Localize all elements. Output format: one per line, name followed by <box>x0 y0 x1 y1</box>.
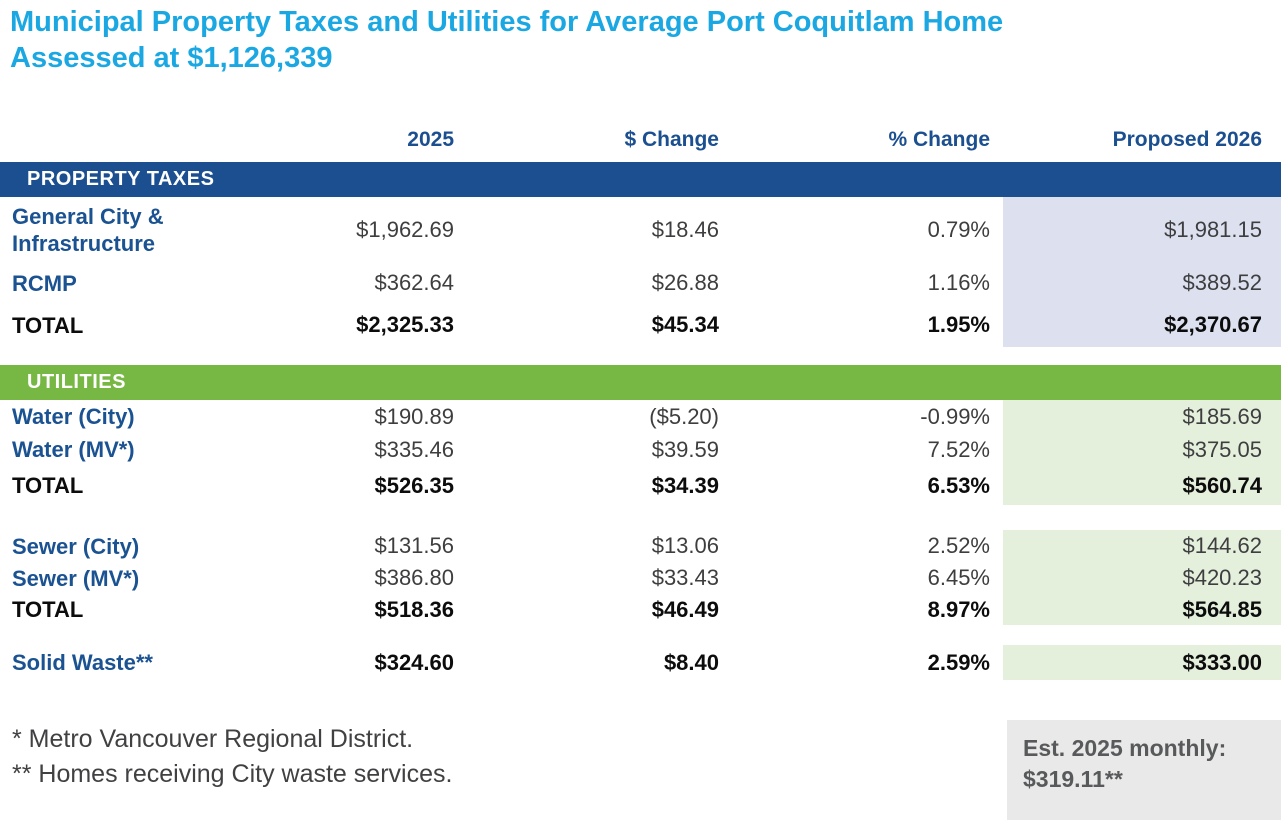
row-label: General City & Infrastructure <box>12 204 164 256</box>
footnote-metro-vancouver: * Metro Vancouver Regional District. <box>12 725 414 753</box>
column-header-percent-change: % Change <box>888 128 990 151</box>
group-gap <box>0 505 1281 530</box>
table-row-water-total: TOTAL $526.35 $34.39 6.53% $560.74 <box>0 466 1281 505</box>
table-row-property-total: TOTAL $2,325.33 $45.34 1.95% $2,370.67 <box>0 303 1281 347</box>
value-proposed-2026: $185.69 <box>1003 400 1281 433</box>
table-row-sewer-total: TOTAL $518.36 $46.49 8.97% $564.85 <box>0 594 1281 625</box>
value-2025: $526.35 <box>374 472 454 498</box>
value-percent-change: 2.52% <box>927 533 990 558</box>
table-row-rcmp: RCMP $362.64 $26.88 1.16% $389.52 <box>0 263 1281 303</box>
value-percent-change: 1.95% <box>927 312 990 337</box>
column-header-dollar-change: $ Change <box>624 128 719 151</box>
value-dollar-change: $39.59 <box>651 436 719 462</box>
footnotes: * Metro Vancouver Regional District. ** … <box>12 722 452 792</box>
table-row-water-mv: Water (MV*) $335.46 $39.59 7.52% $375.05 <box>0 433 1281 466</box>
value-dollar-change: $45.34 <box>651 312 719 337</box>
section-header-property-taxes: PROPERTY TAXES <box>0 162 1281 197</box>
value-proposed-2026: $333.00 <box>1003 645 1281 680</box>
value-proposed-2026: $564.85 <box>1003 594 1281 625</box>
value-percent-change: 6.53% <box>927 472 990 498</box>
column-header-2025: 2025 <box>407 128 454 151</box>
row-label: Sewer (MV*) <box>12 565 140 591</box>
row-label: Water (MV*) <box>12 437 135 462</box>
value-percent-change: 6.45% <box>927 565 990 590</box>
value-percent-change: 2.59% <box>927 649 990 675</box>
table-row-sewer-city: Sewer (City) $131.56 $13.06 2.52% $144.6… <box>0 530 1281 562</box>
value-dollar-change: $13.06 <box>651 533 719 558</box>
value-dollar-change: ($5.20) <box>649 403 719 429</box>
value-2025: $131.56 <box>374 533 454 558</box>
row-label: RCMP <box>12 270 77 296</box>
value-2025: $386.80 <box>374 565 454 590</box>
section-header-label: PROPERTY TAXES <box>27 168 215 190</box>
value-proposed-2026: $2,370.67 <box>1003 303 1281 347</box>
value-2025: $362.64 <box>374 270 454 295</box>
table-row-solid-waste: Solid Waste** $324.60 $8.40 2.59% $333.0… <box>0 645 1281 680</box>
value-percent-change: 8.97% <box>927 596 990 622</box>
value-2025: $1,962.69 <box>356 217 454 242</box>
value-percent-change: 1.16% <box>927 270 990 295</box>
column-header-row: 2025 $ Change % Change Proposed 2026 <box>0 118 1281 162</box>
value-proposed-2026: $1,981.15 <box>1003 197 1281 263</box>
value-percent-change: 0.79% <box>927 217 990 242</box>
row-label: TOTAL <box>12 597 84 622</box>
value-dollar-change: $33.43 <box>651 565 719 590</box>
value-2025: $2,325.33 <box>356 312 454 337</box>
row-label: Solid Waste** <box>12 650 153 675</box>
value-2025: $518.36 <box>374 596 454 622</box>
value-dollar-change: $26.88 <box>651 270 719 295</box>
section-header-utilities: UTILITIES <box>0 365 1281 400</box>
value-proposed-2026: $420.23 <box>1003 562 1281 594</box>
row-label: Sewer (City) <box>12 533 140 559</box>
value-dollar-change: $18.46 <box>651 217 719 242</box>
value-percent-change: -0.99% <box>920 403 990 429</box>
value-2025: $324.60 <box>374 649 454 675</box>
value-proposed-2026: $389.52 <box>1003 263 1281 303</box>
footnote-waste-services: ** Homes receiving City waste services. <box>12 760 453 788</box>
data-table: 2025 $ Change % Change Proposed 2026 PRO… <box>0 118 1281 680</box>
table-row-general-city: General City & Infrastructure $1,962.69 … <box>0 197 1281 263</box>
value-proposed-2026: $560.74 <box>1003 466 1281 505</box>
value-dollar-change: $8.40 <box>663 649 719 675</box>
value-dollar-change: $34.39 <box>651 472 719 498</box>
value-proposed-2026: $375.05 <box>1003 433 1281 466</box>
row-label: TOTAL <box>12 473 84 498</box>
column-header-proposed-2026: Proposed 2026 <box>1112 128 1262 151</box>
row-label: TOTAL <box>12 312 84 338</box>
value-percent-change: 7.52% <box>927 436 990 462</box>
row-label: Water (City) <box>12 404 135 429</box>
value-2025: $335.46 <box>374 436 454 462</box>
value-2025: $190.89 <box>374 403 454 429</box>
table-row-sewer-mv: Sewer (MV*) $386.80 $33.43 6.45% $420.23 <box>0 562 1281 594</box>
monthly-estimate-box: Est. 2025 monthly: $319.11** <box>1007 720 1281 820</box>
section-gap <box>0 347 1281 365</box>
page-title: Municipal Property Taxes and Utilities f… <box>10 6 1004 74</box>
value-dollar-change: $46.49 <box>651 596 719 622</box>
group-gap <box>0 625 1281 645</box>
value-proposed-2026: $144.62 <box>1003 530 1281 562</box>
table-row-water-city: Water (City) $190.89 ($5.20) -0.99% $185… <box>0 400 1281 433</box>
section-header-label: UTILITIES <box>27 371 126 393</box>
